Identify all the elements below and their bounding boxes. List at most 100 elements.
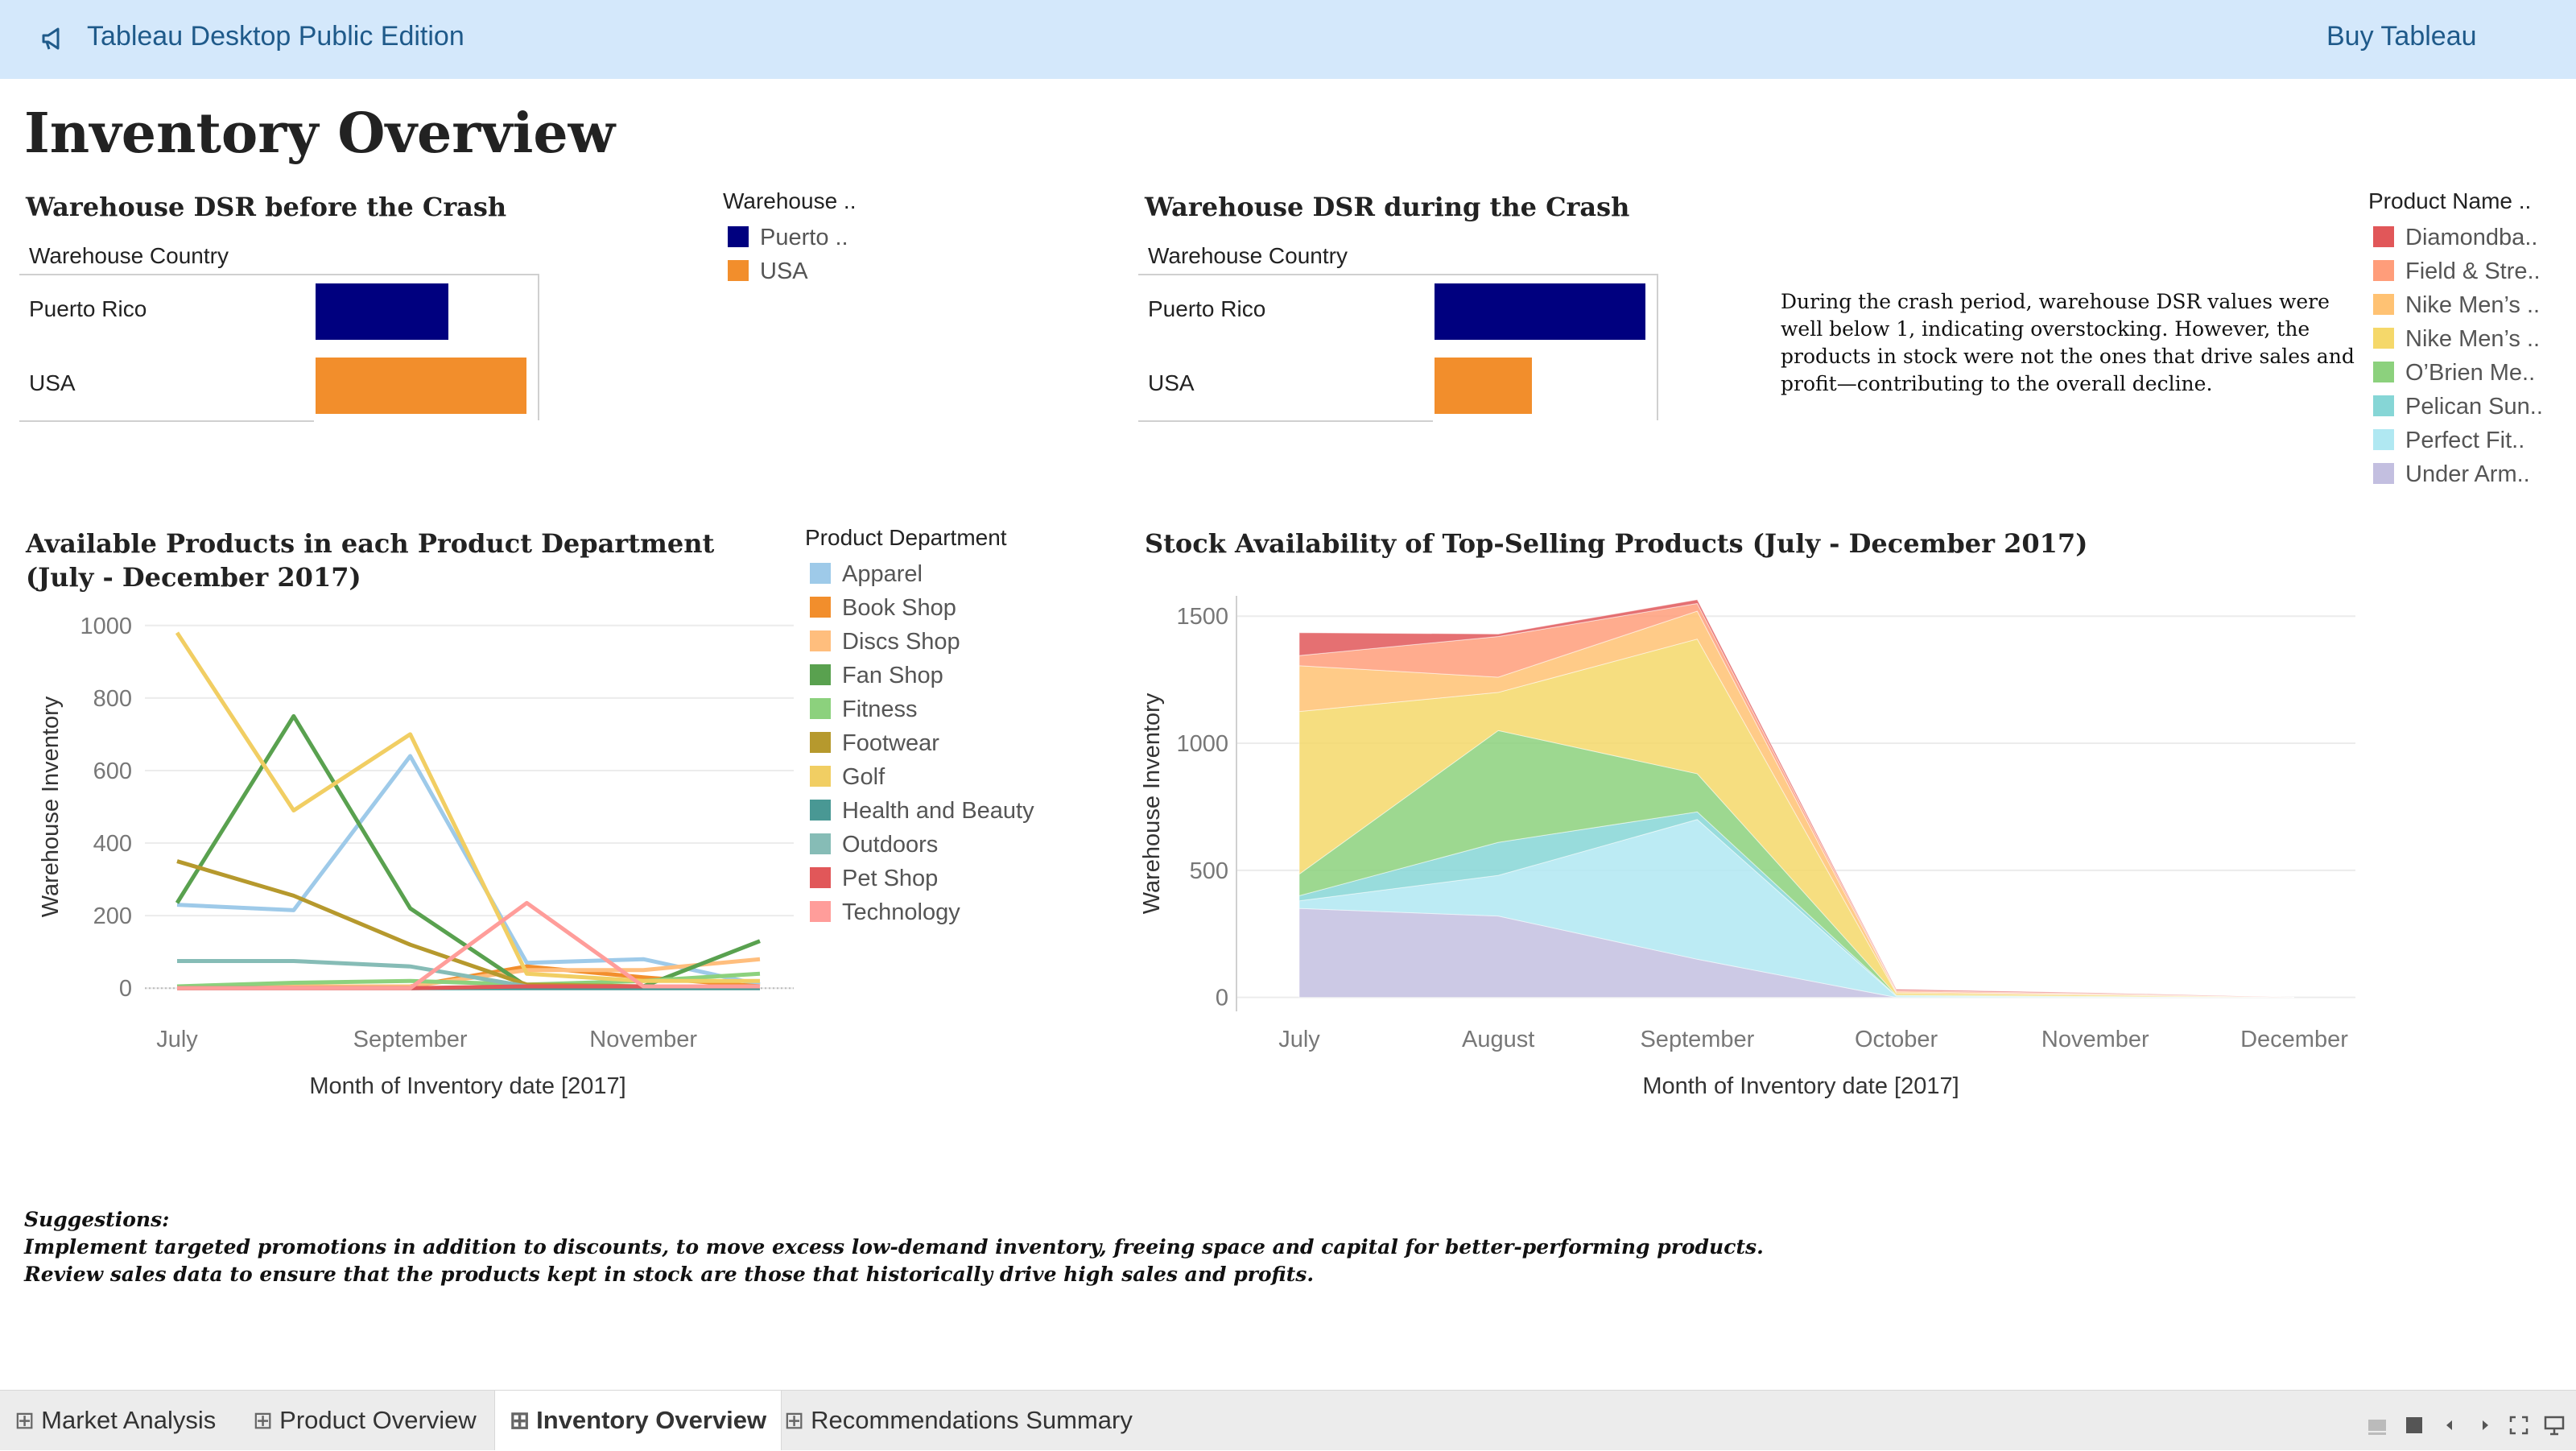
department-legend-item[interactable]: Golf xyxy=(810,763,885,792)
legend-swatch xyxy=(2373,429,2394,451)
x-tick-label: October xyxy=(1855,1027,1938,1052)
legend-swatch xyxy=(810,901,831,923)
y-tick-label: 0 xyxy=(1216,986,1228,1011)
dsr-during-bar-puerto-rico[interactable] xyxy=(1435,283,1645,340)
department-legend-item[interactable]: Health and Beauty xyxy=(810,796,1034,825)
line-chart-title: Available Products in each Product Depar… xyxy=(26,528,715,593)
product-legend-item[interactable]: Perfect Fit.. xyxy=(2373,426,2524,455)
product-legend-item[interactable]: Pelican Sun.. xyxy=(2373,392,2543,421)
x-tick-label: September xyxy=(1640,1027,1754,1052)
legend-label: Pet Shop xyxy=(842,866,939,891)
department-legend-item[interactable]: Book Shop xyxy=(810,593,956,622)
sheet-tab-bar: ⊞ Market Analysis ⊞ Product Overview ⊞ Inve… xyxy=(0,1390,2576,1450)
legend-swatch xyxy=(810,664,831,686)
legend-label: Diamondba.. xyxy=(2405,225,2538,250)
x-tick-label: November xyxy=(589,1027,697,1052)
y-tick-label: 400 xyxy=(93,831,132,857)
warehouse-legend-item[interactable]: USA xyxy=(728,257,808,286)
product-legend-item[interactable]: Field & Stre.. xyxy=(2373,257,2541,286)
legend-swatch xyxy=(810,766,831,788)
department-legend-item[interactable]: Fan Shop xyxy=(810,661,943,690)
x-tick-label: December xyxy=(2240,1027,2348,1052)
area-chart-title: Stock Availability of Top-Selling Produc… xyxy=(1145,528,2088,559)
legend-label: Outdoors xyxy=(842,832,939,858)
legend-label: Footwear xyxy=(842,730,939,756)
dsr-before-column-header: Warehouse Country xyxy=(29,243,229,268)
legend-label: Nike Men’s .. xyxy=(2405,326,2541,352)
department-legend-item[interactable]: Apparel xyxy=(810,560,923,589)
y-tick-label: 0 xyxy=(119,976,132,1002)
y-axis-label: Warehouse Inventory xyxy=(38,696,64,917)
warehouse-legend-title: Warehouse .. xyxy=(723,188,857,213)
warehouse-legend-item[interactable]: Puerto .. xyxy=(728,223,848,252)
legend-swatch xyxy=(2373,294,2394,316)
department-inventory-line-chart[interactable]: 0 200 400 600 800 1000 July September November Mo… xyxy=(0,596,805,1119)
series-line[interactable] xyxy=(176,754,761,987)
x-tick-label: November xyxy=(2041,1027,2149,1052)
department-legend-item[interactable]: Fitness xyxy=(810,695,917,724)
tab-market-analysis[interactable]: ⊞ Market Analysis xyxy=(14,1406,217,1434)
y-tick-label: 800 xyxy=(93,686,132,712)
fullscreen-icon[interactable] xyxy=(2508,1415,2529,1436)
legend-swatch xyxy=(810,563,831,585)
department-legend-item[interactable]: Footwear xyxy=(810,729,939,758)
dsr-during-bar-usa[interactable] xyxy=(1435,358,1532,414)
product-legend-item[interactable]: Nike Men’s .. xyxy=(2373,291,2540,320)
buy-tableau-link[interactable]: Buy Tableau xyxy=(2326,21,2477,52)
top-products-stacked-area-chart[interactable]: 0 500 1000 1500 July August September October No… xyxy=(1127,580,2383,1103)
legend-swatch xyxy=(810,597,831,618)
legend-swatch xyxy=(2373,362,2394,383)
y-tick-label: 500 xyxy=(1190,858,1228,884)
suggestions-heading: Suggestions: xyxy=(24,1208,170,1231)
legend-label: Perfect Fit.. xyxy=(2405,428,2525,453)
dsr-before-title: Warehouse DSR before the Crash xyxy=(26,192,507,222)
legend-label: Nike Men’s .. xyxy=(2405,292,2541,318)
legend-swatch xyxy=(728,226,749,248)
dsr-during-table: Warehouse Country Puerto Rico USA xyxy=(1138,238,1658,425)
department-legend-title: Product Department xyxy=(805,525,1007,550)
megaphone-icon xyxy=(42,27,60,50)
previous-sheet-icon[interactable] xyxy=(2439,1415,2460,1436)
legend-label: Field & Stre.. xyxy=(2405,258,2541,284)
tab-product-overview[interactable]: ⊞ Product Overview xyxy=(253,1406,477,1434)
legend-swatch xyxy=(810,833,831,855)
product-legend-item[interactable]: Under Arm.. xyxy=(2373,460,2530,489)
legend-swatch xyxy=(2373,260,2394,282)
area-series[interactable] xyxy=(1298,599,2295,998)
dashboard-title: Inventory Overview xyxy=(24,101,616,166)
dsr-before-bar-usa[interactable] xyxy=(316,358,526,414)
dsr-before-row-label: USA xyxy=(29,370,76,395)
filmstrip-view-icon[interactable] xyxy=(2367,1415,2388,1436)
product-legend-title: Product Name .. xyxy=(2368,188,2532,213)
legend-swatch xyxy=(810,800,831,821)
tab-recommendations-summary[interactable]: ⊞ Recommendations Summary xyxy=(784,1406,1133,1434)
suggestion-line: Review sales data to ensure that the pro… xyxy=(24,1263,1315,1286)
series-line[interactable] xyxy=(175,631,760,983)
legend-label: Fan Shop xyxy=(842,663,943,688)
y-tick-label: 1000 xyxy=(1176,731,1228,757)
department-legend-item[interactable]: Pet Shop xyxy=(810,864,938,893)
dsr-before-table: Warehouse Country Puerto Rico USA xyxy=(19,238,539,425)
legend-swatch xyxy=(2373,226,2394,248)
dsr-before-bar-puerto-rico[interactable] xyxy=(316,283,449,340)
x-axis-label: Month of Inventory date [2017] xyxy=(309,1073,625,1099)
next-sheet-icon[interactable] xyxy=(2475,1415,2496,1436)
legend-label: Golf xyxy=(842,764,886,790)
y-tick-label: 600 xyxy=(93,759,132,784)
legend-label: Technology xyxy=(842,899,960,925)
dsr-during-column-header: Warehouse Country xyxy=(1148,243,1348,268)
department-legend-item[interactable]: Outdoors xyxy=(810,830,938,859)
dsr-during-row-label: USA xyxy=(1148,370,1195,395)
dsr-during-row-label: Puerto Rico xyxy=(1148,296,1266,321)
department-legend-item[interactable]: Discs Shop xyxy=(810,627,960,656)
legend-swatch xyxy=(810,732,831,754)
product-legend-item[interactable]: O’Brien Me.. xyxy=(2373,358,2535,387)
tab-inventory-overview[interactable]: ⊞ Inventory Overview xyxy=(494,1391,782,1450)
presentation-mode-icon[interactable] xyxy=(2544,1415,2565,1436)
product-legend-item[interactable]: Diamondba.. xyxy=(2373,223,2537,252)
series-line[interactable] xyxy=(177,900,760,990)
product-legend-item[interactable]: Nike Men’s .. xyxy=(2373,325,2540,353)
department-legend-item[interactable]: Technology xyxy=(810,898,960,927)
show-sheets-icon[interactable] xyxy=(2404,1415,2425,1436)
legend-swatch xyxy=(810,698,831,720)
